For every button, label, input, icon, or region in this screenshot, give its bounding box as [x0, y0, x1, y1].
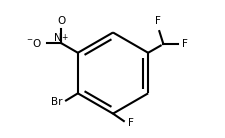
Text: N: N	[54, 33, 62, 43]
Text: O: O	[57, 16, 65, 26]
Text: Br: Br	[51, 97, 62, 107]
Text: +: +	[61, 33, 68, 42]
Text: F: F	[154, 16, 160, 26]
Text: $^{-}$O: $^{-}$O	[26, 37, 42, 49]
Text: F: F	[127, 118, 133, 128]
Text: F: F	[182, 39, 187, 49]
